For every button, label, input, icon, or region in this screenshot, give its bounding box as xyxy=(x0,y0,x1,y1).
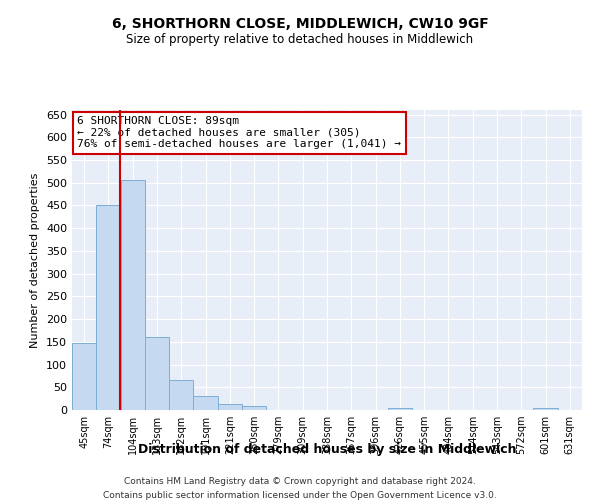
Bar xyxy=(145,338,169,410)
Bar xyxy=(121,180,145,410)
Bar xyxy=(193,396,218,410)
Text: 6 SHORTHORN CLOSE: 89sqm
← 22% of detached houses are smaller (305)
76% of semi-: 6 SHORTHORN CLOSE: 89sqm ← 22% of detach… xyxy=(77,116,401,149)
Text: Distribution of detached houses by size in Middlewich: Distribution of detached houses by size … xyxy=(138,442,516,456)
Bar xyxy=(96,206,121,410)
Bar xyxy=(169,380,193,410)
Text: Size of property relative to detached houses in Middlewich: Size of property relative to detached ho… xyxy=(127,32,473,46)
Text: 6, SHORTHORN CLOSE, MIDDLEWICH, CW10 9GF: 6, SHORTHORN CLOSE, MIDDLEWICH, CW10 9GF xyxy=(112,18,488,32)
Bar xyxy=(72,342,96,410)
Bar xyxy=(533,408,558,410)
Y-axis label: Number of detached properties: Number of detached properties xyxy=(31,172,40,348)
Bar xyxy=(218,404,242,410)
Text: Contains HM Land Registry data © Crown copyright and database right 2024.: Contains HM Land Registry data © Crown c… xyxy=(124,478,476,486)
Text: Contains public sector information licensed under the Open Government Licence v3: Contains public sector information licen… xyxy=(103,491,497,500)
Bar xyxy=(388,408,412,410)
Bar xyxy=(242,406,266,410)
